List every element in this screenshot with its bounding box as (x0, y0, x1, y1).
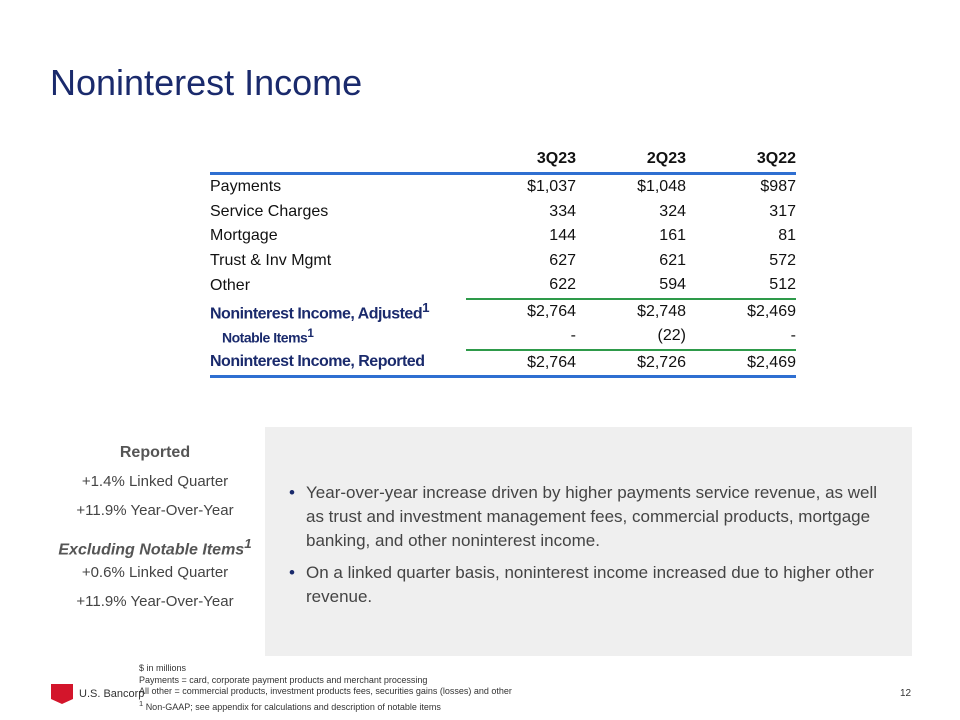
table-header: 3Q23 2Q23 3Q22 (210, 146, 796, 175)
growth-summary: Reported +1.4% Linked Quarter +11.9% Yea… (58, 444, 252, 610)
footnotes: $ in millions Payments = card, corporate… (139, 663, 512, 712)
brand-name: U.S. Bancorp (79, 688, 145, 700)
commentary-box: Year-over-year increase driven by higher… (265, 427, 912, 656)
table-row: Mortgage 144 161 81 (210, 227, 796, 245)
bullet: Year-over-year increase driven by higher… (289, 481, 892, 553)
table-row: Trust & Inv Mgmt 627 621 572 (210, 251, 796, 269)
notable-row: Notable Items1- (22) - (222, 327, 796, 347)
reported-row: Noninterest Income, Reported $2,764 $2,726… (210, 348, 796, 378)
page-title: Noninterest Income (50, 62, 363, 103)
table-row: Other 622 594 512 (210, 276, 796, 294)
table-row: Payments $1,037 $1,048 $987 (210, 178, 796, 196)
bullet: On a linked quarter basis, noninterest i… (289, 561, 892, 609)
us-bancorp-shield-icon (51, 684, 73, 704)
adjusted-row: Noninterest Income, Adjusted1 $2,764 $2,74… (210, 297, 796, 324)
noninterest-income-table: 3Q23 2Q23 3Q22 Payments $1,037 $1,048 $987 Se… (210, 146, 796, 378)
page-number: 12 (900, 688, 912, 699)
table-row: Service Charges 334 324 317 (210, 202, 796, 220)
